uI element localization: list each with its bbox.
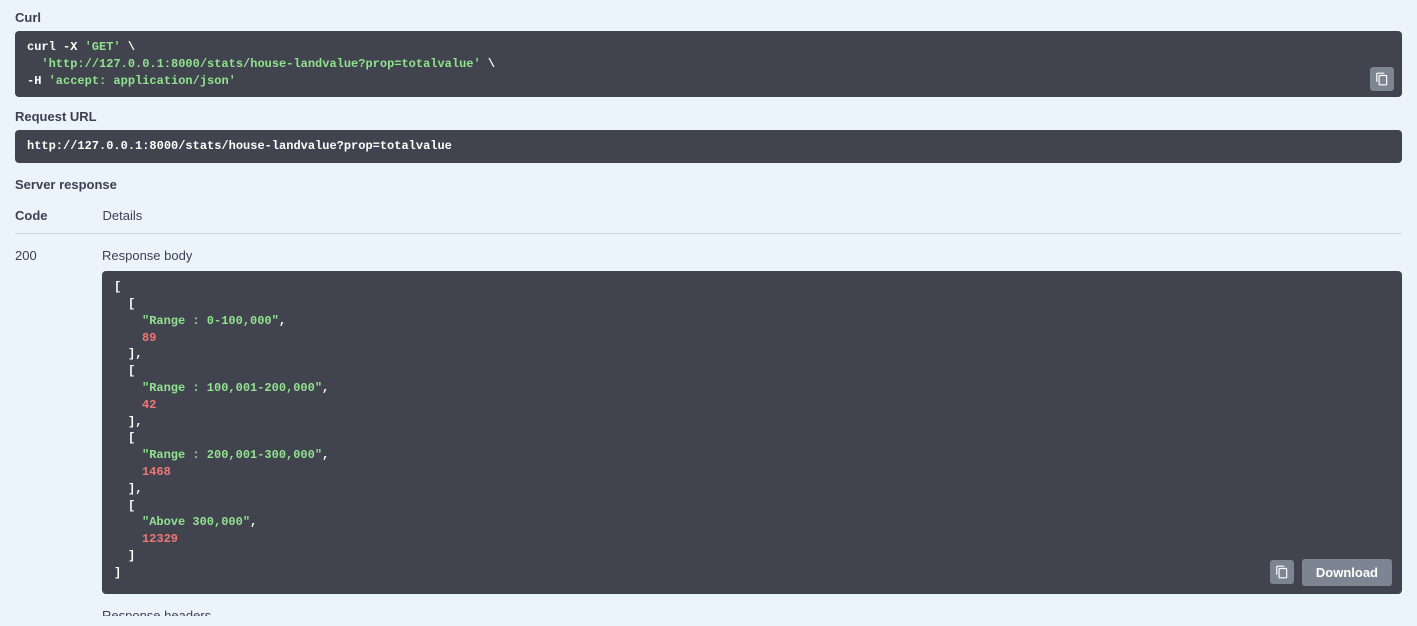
response-header-row: Code Details	[15, 198, 1402, 234]
curl-url: 'http://127.0.0.1:8000/stats/house-landv…	[41, 57, 480, 71]
json-item-open-3: [	[114, 498, 1390, 515]
json-value-2: 1468	[114, 464, 1390, 481]
code-header: Code	[15, 208, 48, 223]
curl-cmd: curl -X	[27, 40, 85, 54]
json-label-3: "Above 300,000"	[142, 515, 250, 529]
curl-pad1	[27, 57, 41, 71]
request-url-value: http://127.0.0.1:8000/stats/house-landva…	[27, 139, 452, 153]
curl-header: 'accept: application/json'	[49, 74, 236, 88]
json-item-open-0: [	[114, 296, 1390, 313]
json-c-1a: ,	[322, 381, 329, 395]
curl-label: Curl	[15, 10, 1402, 25]
json-label-0: "Range : 0-100,000"	[142, 314, 279, 328]
request-url-block: http://127.0.0.1:8000/stats/house-landva…	[15, 130, 1402, 163]
curl-h-prefix: -H	[27, 74, 49, 88]
request-url-label: Request URL	[15, 109, 1402, 124]
clipboard-icon	[1275, 565, 1289, 579]
json-value-0: 89	[114, 330, 1390, 347]
json-value-3: 12329	[114, 531, 1390, 548]
json-c-1b: ,	[135, 415, 142, 429]
json-item-open-1: [	[114, 363, 1390, 380]
response-row: 200 Response body [ [ "Range : 0-100,000…	[15, 248, 1402, 615]
json-c-3a: ,	[250, 515, 257, 529]
curl-slash1: \	[121, 40, 135, 54]
json-c-0a: ,	[279, 314, 286, 328]
response-body-label: Response body	[102, 248, 1402, 263]
response-code: 200	[15, 248, 39, 615]
clipboard-icon	[1375, 72, 1389, 86]
json-label-1: "Range : 100,001-200,000"	[142, 381, 322, 395]
server-response-label: Server response	[15, 177, 1402, 192]
curl-slash2: \	[481, 57, 495, 71]
download-button[interactable]: Download	[1302, 559, 1392, 586]
json-open: [	[114, 279, 1390, 296]
copy-curl-button[interactable]	[1370, 67, 1394, 91]
curl-method: 'GET'	[85, 40, 121, 54]
json-label-2: "Range : 200,001-300,000"	[142, 448, 322, 462]
json-c-2a: ,	[322, 448, 329, 462]
response-headers-label: Response headers	[102, 608, 1402, 616]
response-body-block: [ [ "Range : 0-100,000", 89 ], [ "Range …	[102, 271, 1402, 593]
json-close: ]	[114, 565, 1390, 582]
json-item-open-2: [	[114, 430, 1390, 447]
json-c-2b: ,	[135, 482, 142, 496]
json-item-close-3: ]	[114, 548, 1390, 565]
json-value-1: 42	[114, 397, 1390, 414]
copy-response-button[interactable]	[1270, 560, 1294, 584]
json-c-0b: ,	[135, 347, 142, 361]
details-header: Details	[103, 208, 143, 223]
curl-block: curl -X 'GET' \ 'http://127.0.0.1:8000/s…	[15, 31, 1402, 97]
